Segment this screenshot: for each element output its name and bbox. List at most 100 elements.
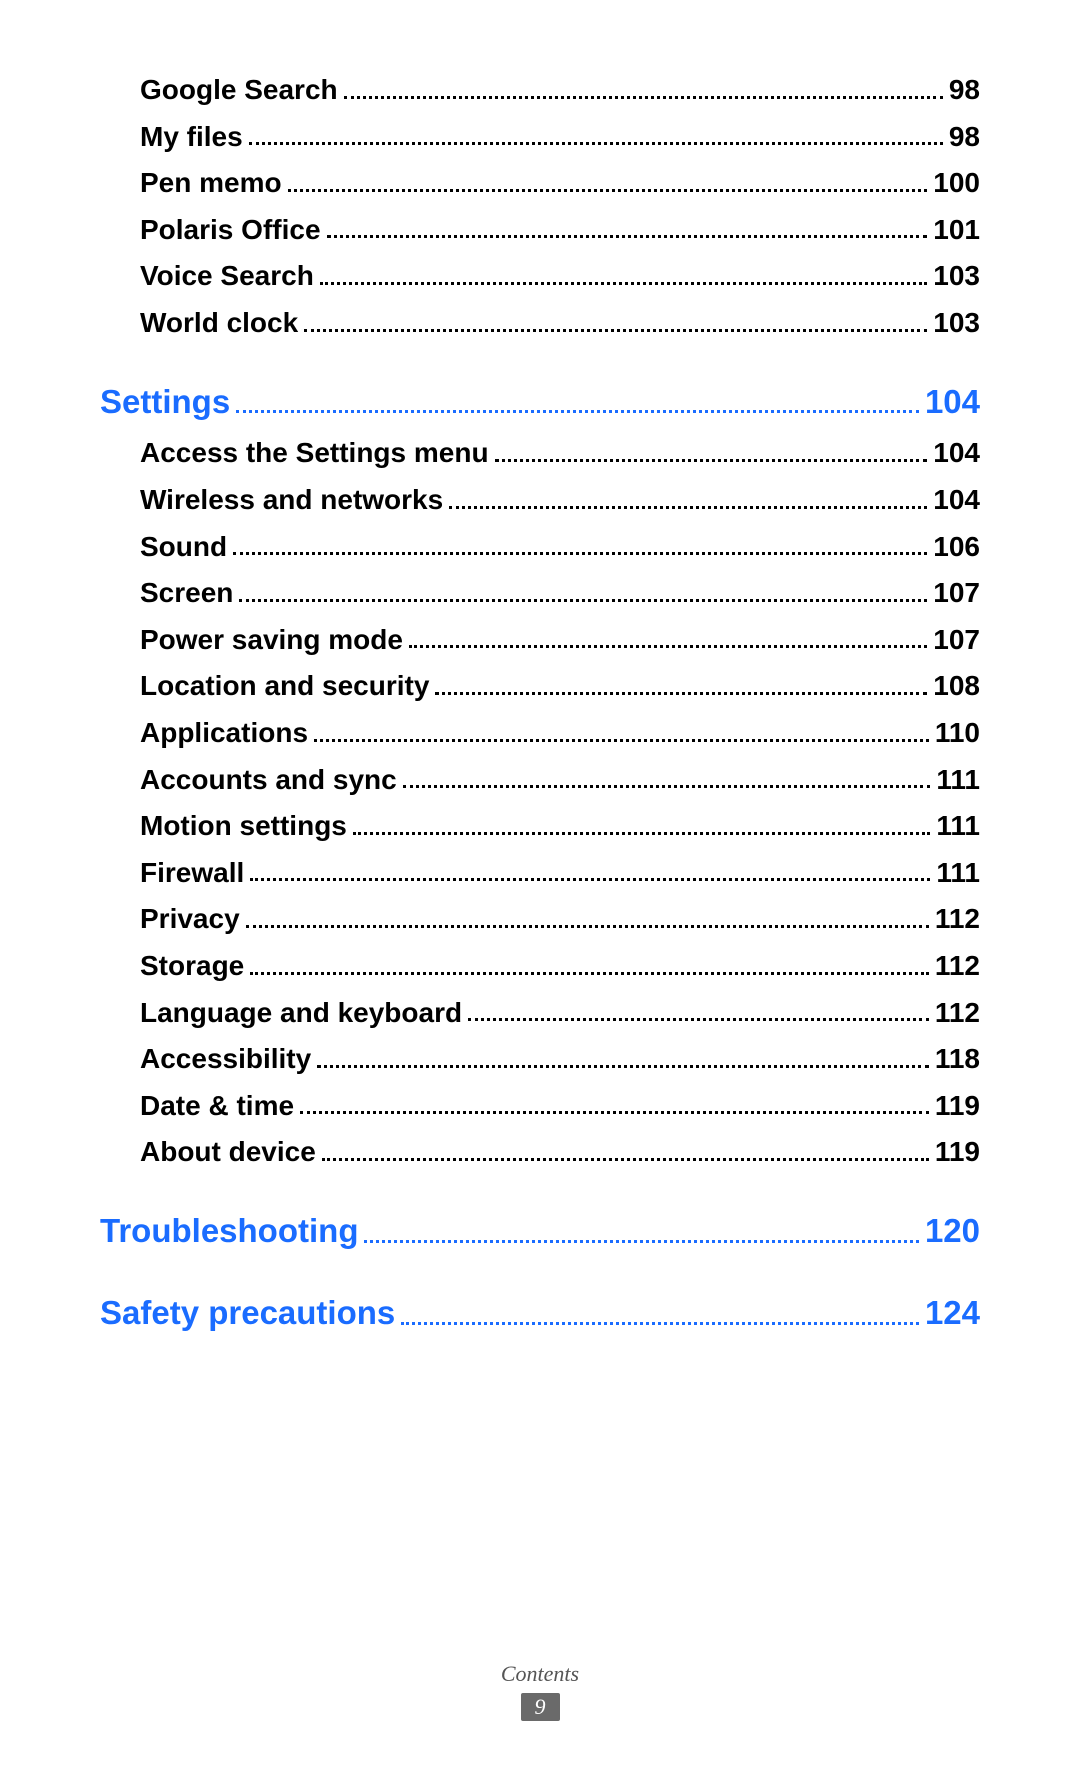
toc-entry-page: 98: [949, 70, 980, 111]
toc-entry-label: World clock: [140, 303, 298, 344]
toc-entry-page: 119: [935, 1132, 980, 1173]
footer-section-title: Contents: [0, 1661, 1080, 1687]
toc-leader-dots: [353, 832, 930, 835]
toc-leader-dots: [246, 925, 929, 928]
toc-sub-row[interactable]: Accessibility 118: [100, 1039, 980, 1080]
toc-entry-label: Troubleshooting: [100, 1207, 358, 1255]
toc-leader-dots: [317, 1065, 929, 1068]
toc-entry-label: Date & time: [140, 1086, 294, 1127]
footer-page-number: 9: [521, 1693, 560, 1721]
toc-sub-row[interactable]: Polaris Office 101: [100, 210, 980, 251]
toc-entry-page: 106: [933, 527, 980, 568]
toc-entry-label: Language and keyboard: [140, 993, 462, 1034]
toc-sub-row[interactable]: Access the Settings menu104: [100, 433, 980, 474]
toc-entry-label: Screen: [140, 573, 233, 614]
toc-entry-label: Firewall: [140, 853, 244, 894]
toc-sub-row[interactable]: About device 119: [100, 1132, 980, 1173]
toc-sub-row[interactable]: My files 98: [100, 117, 980, 158]
toc-entry-label: Sound: [140, 527, 227, 568]
toc-entry-label: Google Search: [140, 70, 338, 111]
toc-entry-page: 104: [925, 378, 980, 426]
toc-entry-page: 104: [933, 433, 980, 474]
toc-leader-dots: [236, 410, 919, 413]
toc-leader-dots: [435, 692, 927, 695]
toc-leader-dots: [468, 1018, 929, 1021]
toc-entry-page: 120: [925, 1207, 980, 1255]
toc-sub-row[interactable]: Motion settings111: [100, 806, 980, 847]
toc-leader-dots: [250, 972, 929, 975]
toc-sub-row[interactable]: Accounts and sync 111: [100, 760, 980, 801]
toc-entry-page: 98: [949, 117, 980, 158]
toc-sub-row[interactable]: Wireless and networks 104: [100, 480, 980, 521]
toc-entry-page: 118: [935, 1039, 980, 1080]
toc-entry-label: Polaris Office: [140, 210, 321, 251]
toc-sub-row[interactable]: Storage 112: [100, 946, 980, 987]
toc-leader-dots: [403, 785, 931, 788]
toc-entry-label: Motion settings: [140, 806, 347, 847]
toc-entry-label: Power saving mode: [140, 620, 403, 661]
toc-section-row[interactable]: Settings 104: [100, 378, 980, 426]
toc-entry-label: Accessibility: [140, 1039, 311, 1080]
toc-section-row[interactable]: Troubleshooting 120: [100, 1207, 980, 1255]
toc-entry-label: Voice Search: [140, 256, 314, 297]
toc-entry-page: 111: [936, 760, 980, 801]
toc-sub-row[interactable]: Location and security 108: [100, 666, 980, 707]
toc-sub-row[interactable]: World clock 103: [100, 303, 980, 344]
toc-entry-label: My files: [140, 117, 243, 158]
toc-entry-page: 124: [925, 1289, 980, 1337]
toc-entry-label: Privacy: [140, 899, 240, 940]
toc-entry-page: 111: [936, 853, 980, 894]
toc-entry-page: 103: [933, 256, 980, 297]
toc-entry-page: 108: [933, 666, 980, 707]
toc-leader-dots: [449, 506, 927, 509]
table-of-contents: Google Search 98 My files 98 Pen memo 100 Pola…: [100, 70, 980, 1337]
toc-sub-row[interactable]: Language and keyboard 112: [100, 993, 980, 1034]
toc-leader-dots: [314, 739, 929, 742]
toc-entry-page: 107: [933, 573, 980, 614]
toc-section-row[interactable]: Safety precautions 124: [100, 1289, 980, 1337]
toc-entry-page: 100: [933, 163, 980, 204]
toc-entry-label: Pen memo: [140, 163, 282, 204]
toc-entry-page: 112: [935, 899, 980, 940]
toc-sub-row[interactable]: Voice Search 103: [100, 256, 980, 297]
toc-leader-dots: [239, 599, 927, 602]
toc-leader-dots: [322, 1158, 929, 1161]
toc-leader-dots: [288, 189, 928, 192]
toc-sub-row[interactable]: Sound 106: [100, 527, 980, 568]
toc-entry-page: 119: [935, 1086, 980, 1127]
toc-entry-page: 103: [933, 303, 980, 344]
page-footer: Contents 9: [0, 1661, 1080, 1721]
toc-sub-row[interactable]: Screen 107: [100, 573, 980, 614]
toc-entry-page: 112: [935, 946, 980, 987]
toc-leader-dots: [401, 1322, 919, 1325]
toc-entry-page: 112: [935, 993, 980, 1034]
toc-sub-row[interactable]: Date & time 119: [100, 1086, 980, 1127]
toc-entry-label: Storage: [140, 946, 244, 987]
toc-entry-label: Applications: [140, 713, 308, 754]
toc-leader-dots: [249, 142, 943, 145]
toc-sub-row[interactable]: Firewall 111: [100, 853, 980, 894]
toc-entry-label: Safety precautions: [100, 1289, 395, 1337]
toc-entry-label: About device: [140, 1132, 316, 1173]
toc-sub-row[interactable]: Google Search 98: [100, 70, 980, 111]
toc-leader-dots: [327, 235, 928, 238]
toc-entry-page: 101: [933, 210, 980, 251]
toc-leader-dots: [300, 1111, 929, 1114]
toc-sub-row[interactable]: Privacy 112: [100, 899, 980, 940]
toc-leader-dots: [304, 329, 927, 332]
toc-entry-page: 104: [933, 480, 980, 521]
toc-leader-dots: [409, 645, 927, 648]
toc-entry-page: 107: [933, 620, 980, 661]
toc-entry-label: Accounts and sync: [140, 760, 397, 801]
toc-leader-dots: [320, 282, 927, 285]
page-container: Google Search 98 My files 98 Pen memo 100 Pola…: [0, 0, 1080, 1771]
toc-sub-row[interactable]: Pen memo 100: [100, 163, 980, 204]
toc-sub-row[interactable]: Power saving mode 107: [100, 620, 980, 661]
toc-entry-page: 110: [935, 713, 980, 754]
toc-entry-label: Location and security: [140, 666, 429, 707]
toc-leader-dots: [495, 459, 928, 462]
toc-leader-dots: [364, 1240, 918, 1243]
toc-entry-label: Wireless and networks: [140, 480, 443, 521]
toc-entry-label: Settings: [100, 378, 230, 426]
toc-sub-row[interactable]: Applications 110: [100, 713, 980, 754]
